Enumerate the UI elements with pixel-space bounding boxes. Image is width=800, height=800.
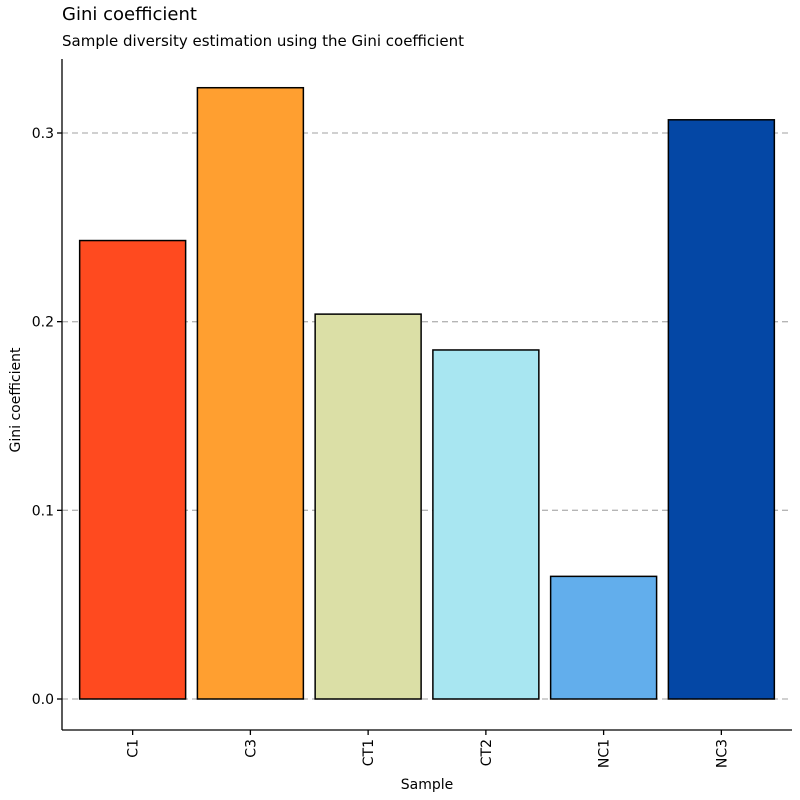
y-tick-label: 0.2 xyxy=(32,315,54,331)
x-tick-label: NC3 xyxy=(714,739,730,768)
y-tick-label: 0.0 xyxy=(32,692,54,708)
x-axis-title: Sample xyxy=(401,777,454,793)
x-tick-label: C3 xyxy=(243,739,259,758)
bar-ct1 xyxy=(314,313,422,700)
x-tick-label: CT1 xyxy=(361,739,377,766)
y-tick-label: 0.1 xyxy=(32,503,54,519)
y-axis-title: Gini coefficient xyxy=(8,347,24,452)
x-tick-label: CT2 xyxy=(479,739,495,766)
chart-title: Gini coefficient xyxy=(62,4,197,25)
bar-nc3 xyxy=(667,119,776,700)
bar-nc1 xyxy=(549,575,658,700)
bar-c1 xyxy=(78,239,187,700)
bar-c3 xyxy=(196,86,305,700)
y-tick-label: 0.3 xyxy=(32,126,54,142)
x-tick-label: C1 xyxy=(126,739,142,758)
x-ticks: C1 C3 CT1 CT2 NC1 NC3 xyxy=(126,730,730,768)
y-ticks: 0.0 0.1 0.2 0.3 xyxy=(32,126,62,708)
bars xyxy=(78,86,776,700)
x-tick-label: NC1 xyxy=(597,739,613,768)
bar-ct2 xyxy=(432,349,540,700)
chart-subtitle: Sample diversity estimation using the Gi… xyxy=(62,32,464,50)
